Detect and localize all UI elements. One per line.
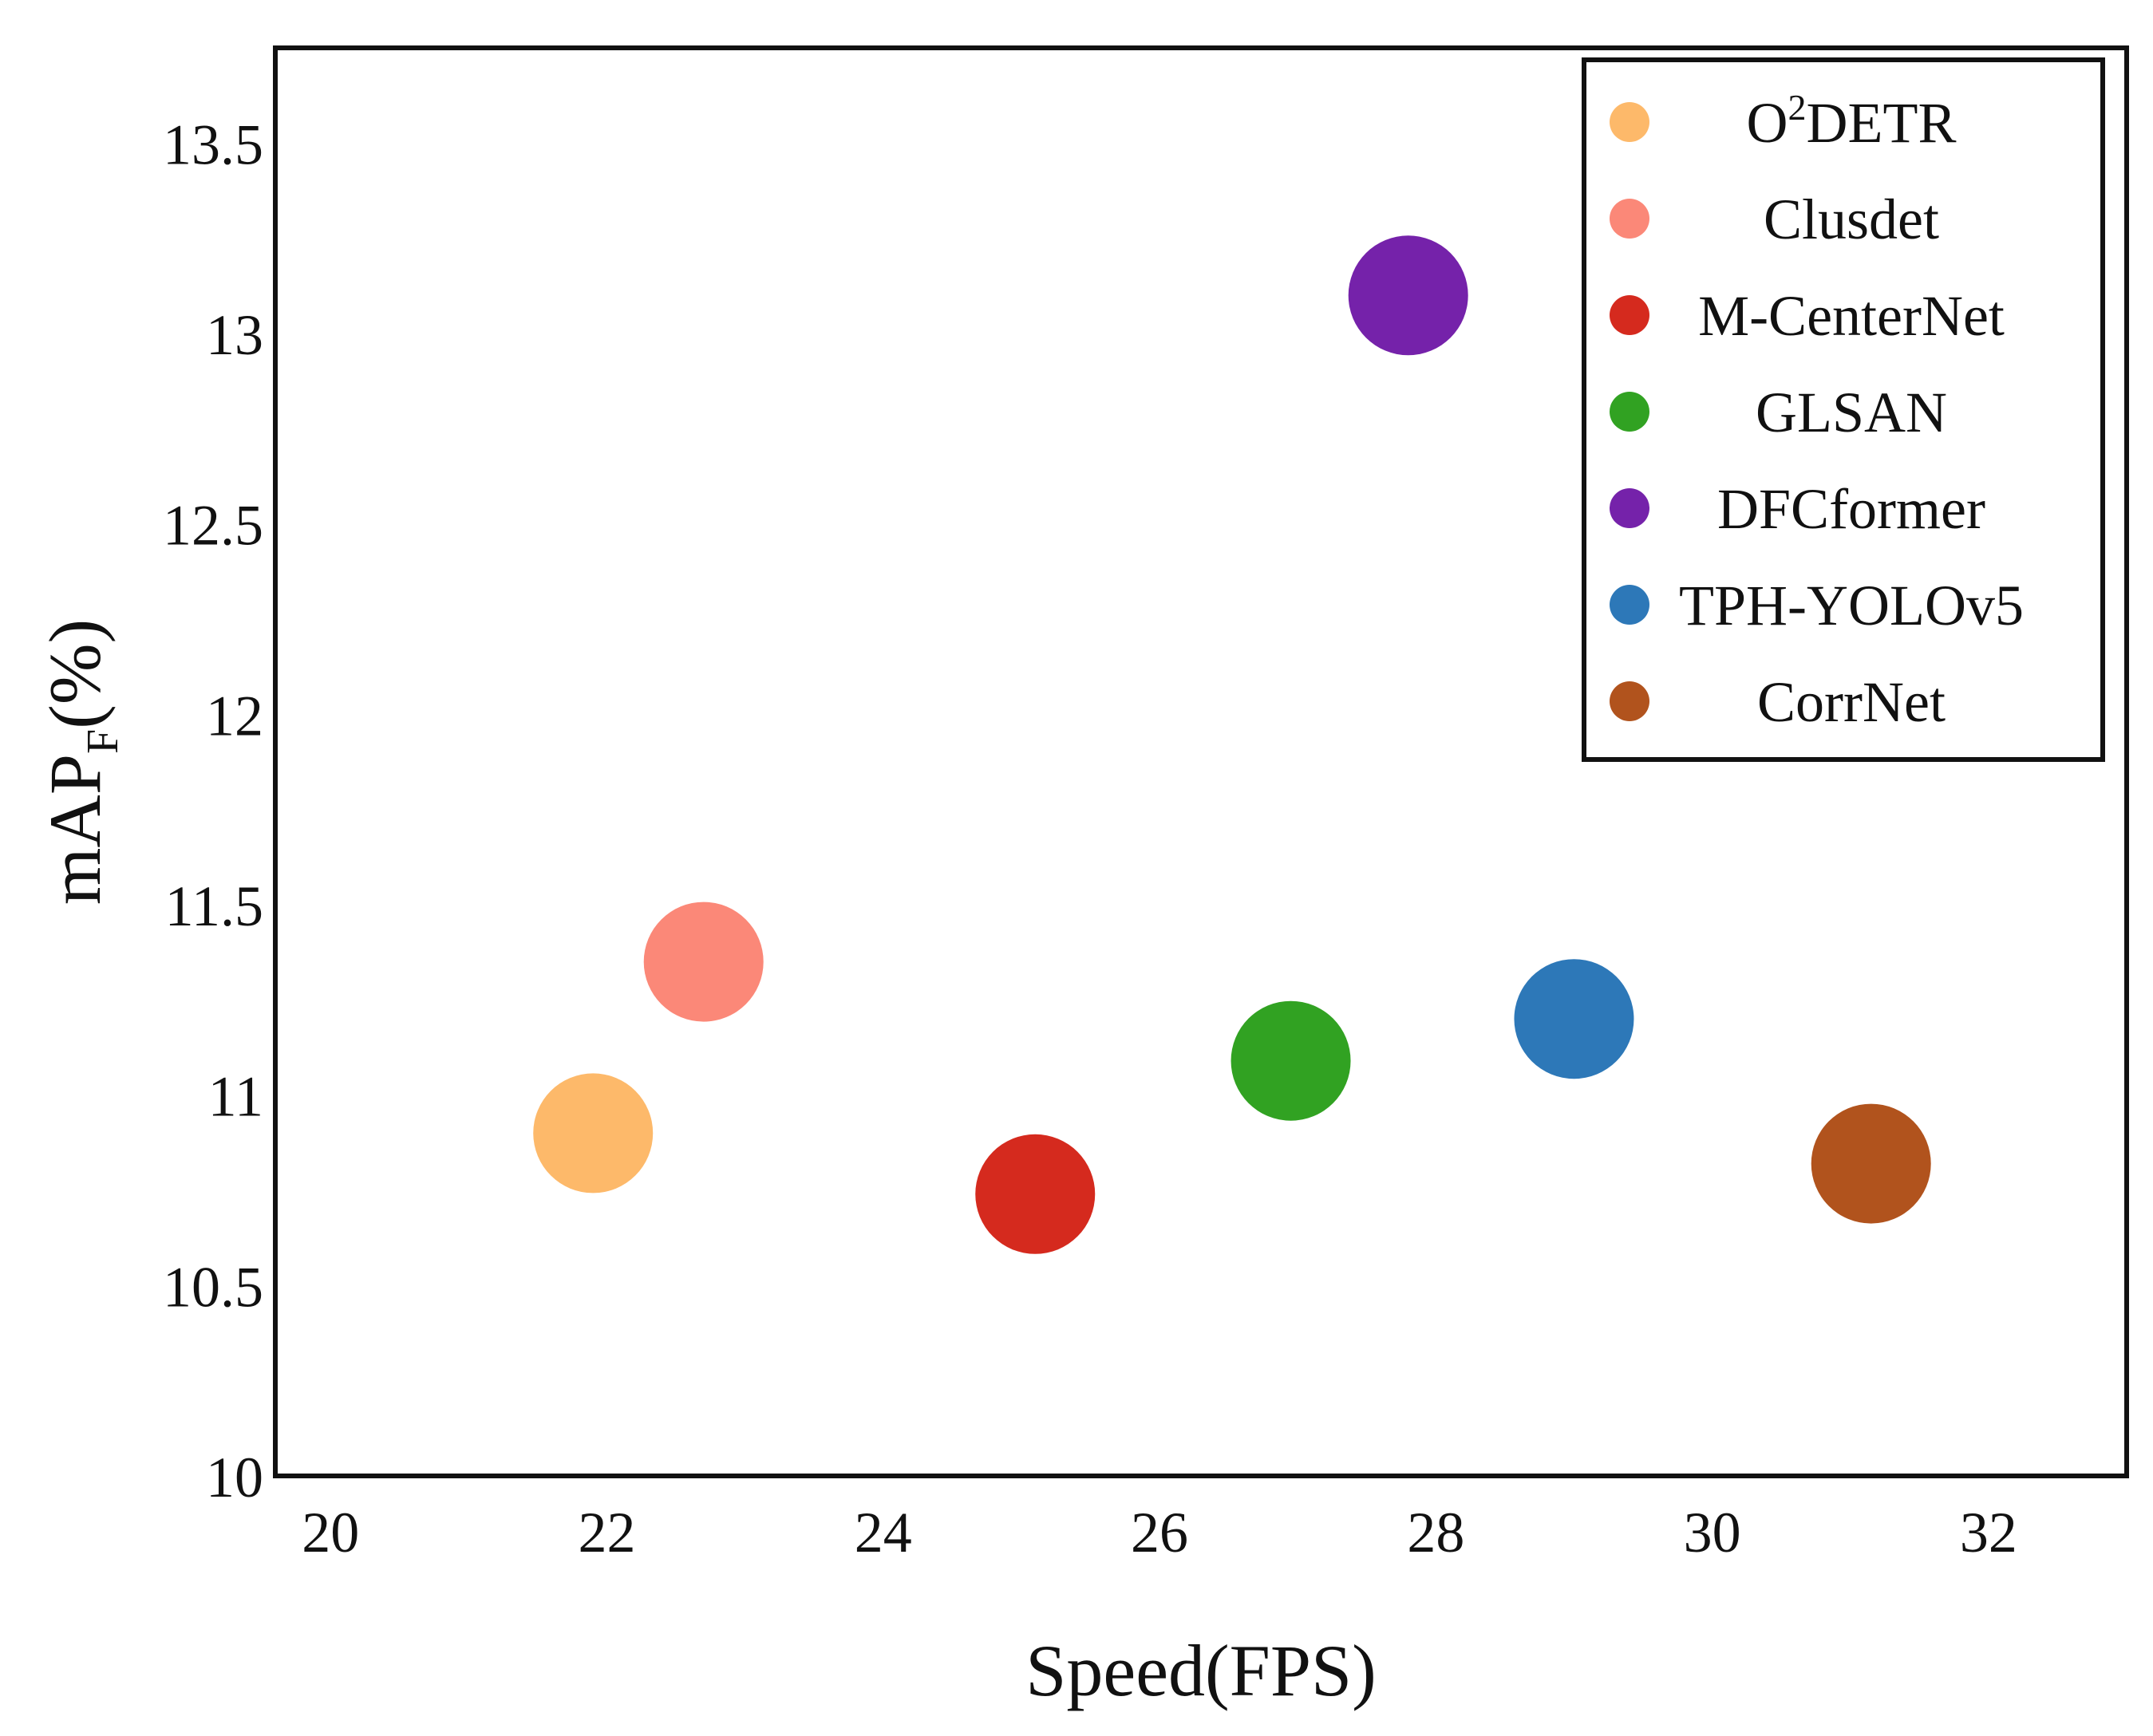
legend-marker	[1610, 102, 1649, 142]
x-tick-label: 26	[1131, 1501, 1188, 1564]
x-tick-label: 22	[579, 1501, 636, 1564]
legend-label: Clusdet	[1764, 187, 1939, 251]
legend-label: GLSAN	[1756, 381, 1947, 444]
data-point-dfcformer	[1348, 235, 1468, 356]
plot-area	[273, 45, 2129, 1478]
data-point-glsan	[1231, 1000, 1351, 1121]
y-tick-label: 12	[206, 684, 263, 748]
legend-label: DFCformer	[1717, 477, 1985, 541]
legend-marker	[1610, 392, 1649, 432]
data-point-corrnet	[1811, 1103, 1931, 1224]
y-tick-label: 11	[208, 1065, 263, 1129]
legend-marker	[1610, 488, 1649, 528]
legend-label: O2DETR	[1747, 87, 1957, 155]
axis-ticks: 20 22 24 26 28 30 32 10 10.5 11 11.5 12 12.5 13 13.5	[163, 112, 2017, 1564]
legend-box	[1582, 57, 2105, 762]
data-point-clusdet	[643, 902, 764, 1022]
x-tick-label: 28	[1407, 1501, 1464, 1564]
x-tick-label: 20	[302, 1501, 359, 1564]
legend-marker	[1610, 295, 1649, 335]
data-point-m-centernet	[975, 1134, 1096, 1254]
legend-label: M-CenterNet	[1698, 284, 2005, 348]
y-tick-label: 13	[206, 303, 263, 367]
x-tick-label: 32	[1960, 1501, 2017, 1564]
legend-marker	[1610, 681, 1649, 721]
legend-marker	[1610, 199, 1649, 239]
y-tick-label: 12.5	[163, 494, 263, 558]
legend-marker	[1610, 585, 1649, 625]
y-tick-label: 13.5	[163, 112, 263, 176]
y-axis-title: mAPF(%)	[34, 619, 128, 905]
y-tick-label: 10.5	[163, 1255, 263, 1319]
legend-label: TPH-YOLOv5	[1679, 574, 2024, 637]
data-point-o-detr	[533, 1073, 654, 1194]
x-tick-label: 30	[1684, 1501, 1741, 1564]
x-axis-title: Speed(FPS)	[1025, 1630, 1377, 1711]
data-point-tph-yolov5	[1514, 959, 1634, 1079]
axis-titles: Speed(FPS) mAPF(%)	[34, 619, 1377, 1711]
legend: O2DETR Clusdet M-CenterNet GLSAN DFCformer TP…	[1582, 57, 2105, 762]
data-points	[533, 235, 1931, 1254]
plot-frame	[273, 45, 2129, 1478]
y-tick-label: 10	[206, 1446, 263, 1509]
legend-label: CorrNet	[1757, 670, 1946, 734]
y-tick-label: 11.5	[165, 874, 263, 938]
x-tick-label: 24	[855, 1501, 912, 1564]
